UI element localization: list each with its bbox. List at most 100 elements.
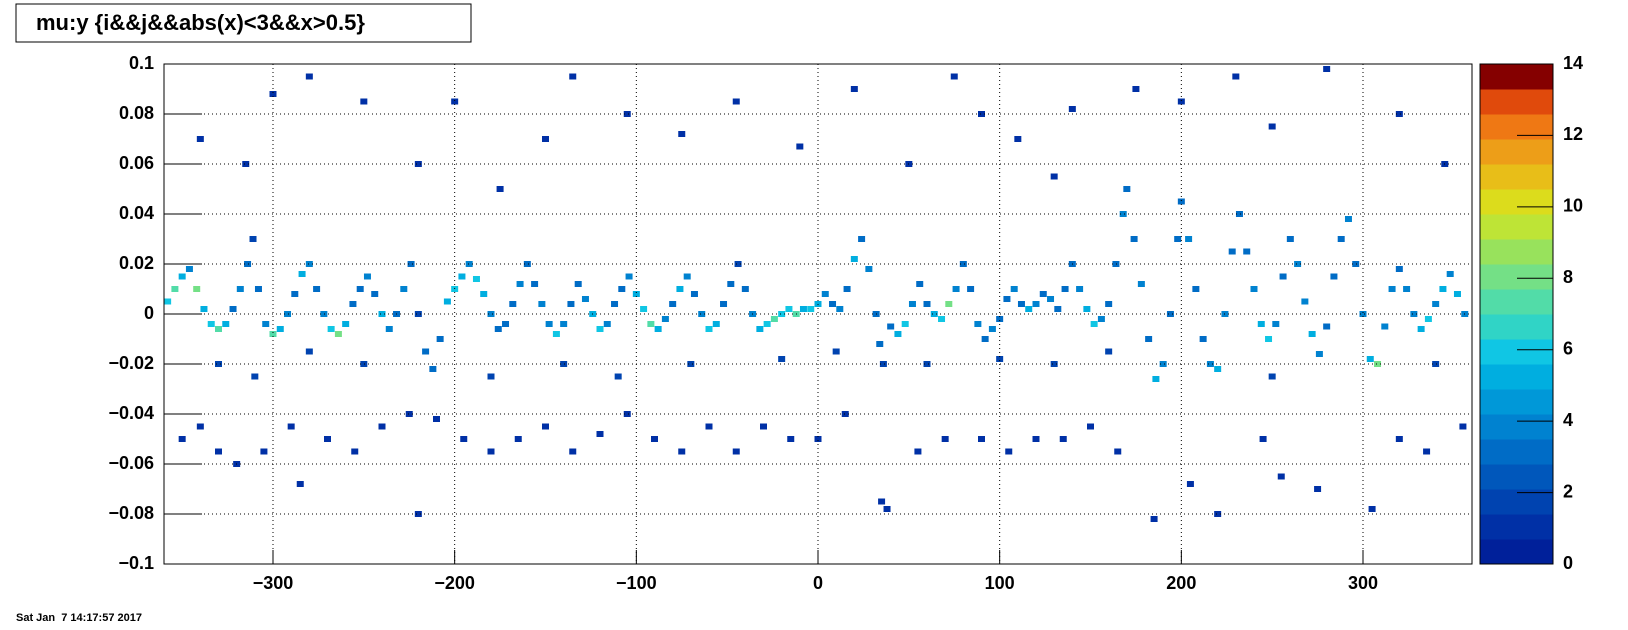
cell (581, 296, 589, 302)
x-tick-label: 0 (813, 573, 823, 593)
cell (465, 261, 473, 267)
cell (661, 316, 669, 322)
cell (996, 356, 1004, 362)
cell (260, 448, 268, 455)
cell (603, 321, 611, 327)
cell (360, 361, 368, 367)
cell (320, 311, 328, 317)
cell (298, 271, 306, 277)
cell (429, 366, 437, 372)
y-tick-label: −0.1 (118, 553, 154, 573)
cell (712, 321, 720, 327)
cell (683, 273, 691, 280)
cell (883, 506, 891, 512)
cell (705, 326, 713, 332)
cell (1112, 261, 1120, 267)
cell (542, 423, 549, 430)
cell (850, 86, 858, 92)
palette-band (1480, 264, 1553, 290)
cell (1366, 356, 1374, 362)
z-tick-label: 12 (1563, 124, 1583, 144)
cell (596, 326, 604, 332)
x-tick-label: −200 (434, 573, 475, 593)
cell (814, 436, 822, 442)
cell (567, 301, 575, 307)
cell (799, 306, 807, 312)
palette-band (1480, 464, 1553, 490)
y-tick-label: 0.1 (129, 53, 154, 73)
cell (1315, 351, 1323, 357)
cell (291, 291, 299, 297)
cell (305, 261, 313, 267)
cell (596, 431, 604, 437)
cell (760, 423, 767, 430)
cell (574, 281, 582, 287)
cell (262, 321, 270, 327)
cell (1003, 296, 1011, 302)
cell (836, 306, 844, 312)
y-tick-label: −0.02 (108, 353, 154, 373)
cell (1272, 321, 1280, 327)
cell (1395, 436, 1403, 442)
cell (378, 311, 386, 317)
z-tick-label: 2 (1563, 481, 1573, 501)
cell (669, 301, 677, 307)
cell (251, 373, 259, 380)
cell (1214, 366, 1222, 372)
cell (1243, 248, 1251, 255)
cell (560, 321, 568, 327)
cell (1432, 361, 1440, 367)
cell (923, 361, 931, 367)
cell (623, 111, 631, 117)
cell (164, 298, 172, 305)
palette-band (1480, 439, 1553, 465)
cell (705, 423, 713, 430)
cell (611, 301, 619, 307)
cell (1323, 323, 1331, 330)
y-tick-label: 0.04 (119, 203, 154, 223)
cell (1145, 336, 1153, 342)
cell (569, 73, 577, 80)
cell (821, 291, 829, 297)
z-tick-label: 14 (1563, 53, 1583, 73)
cell (196, 423, 204, 430)
cell (623, 411, 631, 417)
cell (1177, 98, 1185, 105)
cell (422, 348, 430, 355)
cell (1228, 248, 1236, 255)
cell (1410, 311, 1418, 317)
cell (1259, 436, 1267, 442)
cell (1005, 448, 1013, 455)
cell (967, 286, 975, 292)
y-tick-label: −0.04 (108, 403, 154, 423)
cell (687, 361, 695, 367)
cell (305, 73, 313, 80)
cell (778, 356, 786, 362)
cell (832, 348, 840, 355)
cell (334, 331, 342, 337)
cell (1250, 286, 1258, 292)
cell (1047, 296, 1055, 302)
cell (841, 411, 849, 417)
cell (242, 161, 250, 167)
cell (1185, 236, 1193, 242)
cell (1119, 211, 1127, 217)
cell (1294, 261, 1302, 267)
cell (1017, 301, 1025, 307)
cell (698, 311, 706, 317)
y-tick-label: −0.08 (108, 503, 154, 523)
z-tick-label: 0 (1563, 553, 1573, 573)
palette-band (1480, 514, 1553, 540)
palette-band (1480, 239, 1553, 265)
cell (1301, 298, 1309, 305)
cell (185, 266, 193, 272)
cell (538, 301, 546, 307)
cell (200, 306, 208, 312)
cell (930, 311, 938, 317)
cell (451, 98, 459, 105)
cell (732, 98, 740, 105)
cell (1174, 236, 1182, 242)
cell (690, 291, 698, 297)
cell (978, 111, 985, 117)
